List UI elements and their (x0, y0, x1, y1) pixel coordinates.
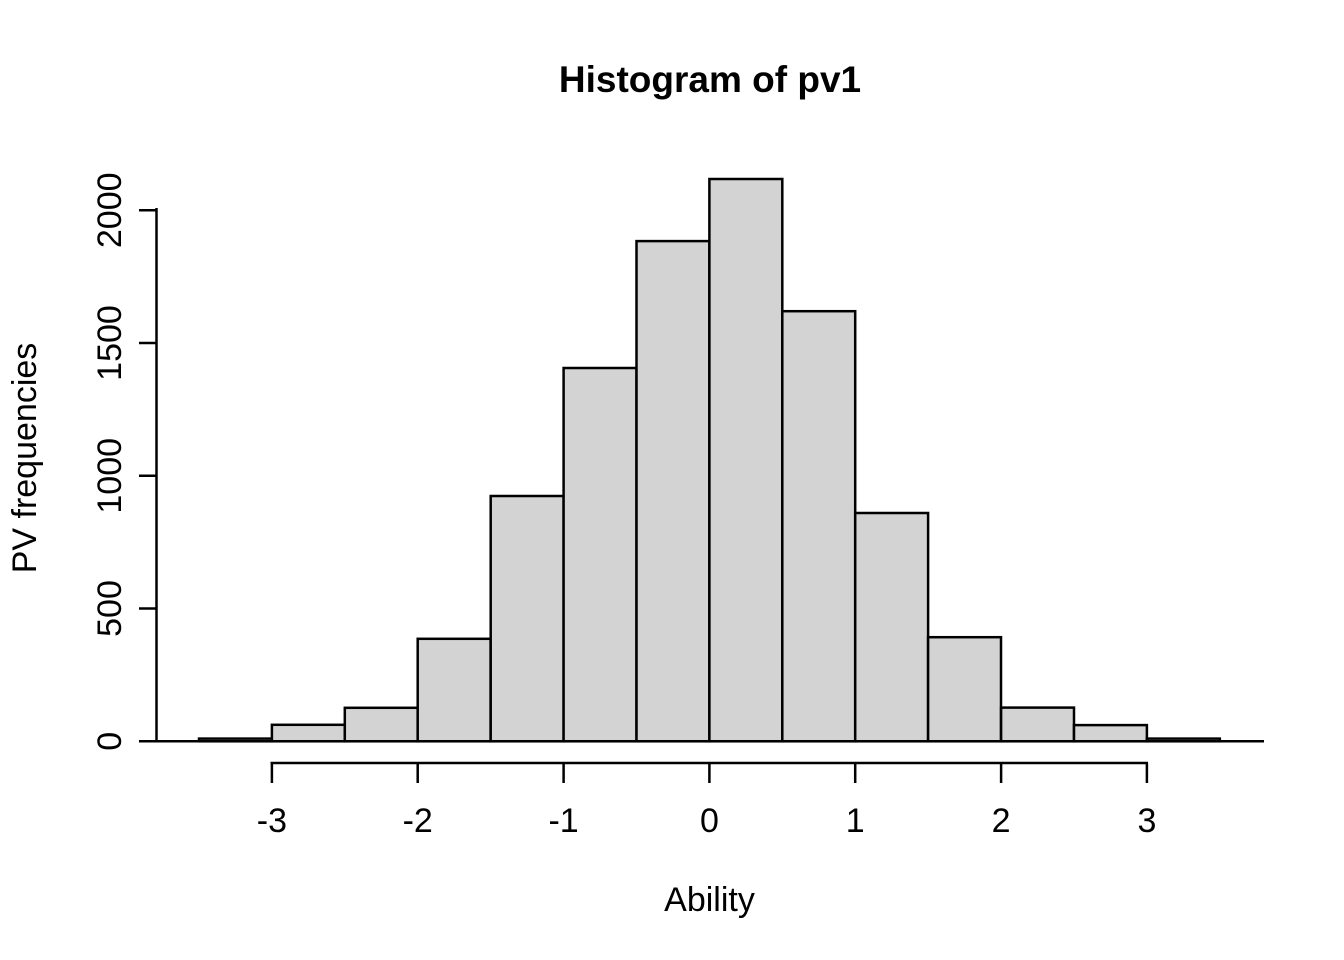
histogram-bar (270, 723, 347, 743)
y-tick-label: 1000 (91, 438, 129, 514)
x-tick-label: -3 (257, 802, 287, 840)
x-tick-label: 3 (1137, 802, 1156, 840)
histogram-bar (635, 239, 711, 743)
histogram-bar (708, 177, 784, 743)
histogram-bar (416, 637, 492, 743)
y-tick-label: 500 (91, 580, 129, 637)
y-tick-label: 0 (91, 732, 129, 751)
x-tick-label: -2 (403, 802, 433, 840)
histogram-bar (489, 494, 565, 743)
histogram-bar (853, 511, 930, 743)
chart-title: Histogram of pv1 (559, 59, 861, 100)
histogram-bar (1072, 723, 1149, 743)
y-tick-label: 2000 (91, 172, 129, 248)
y-ticks-group: 0 500 1000 1500 2000 (91, 172, 157, 751)
histogram-bars-group (197, 177, 1222, 743)
y-tick-label: 1500 (91, 305, 129, 381)
x-tick-label: 0 (700, 802, 719, 840)
x-tick-label: 1 (846, 802, 865, 840)
histogram-bar (562, 366, 638, 743)
y-axis-label: PV frequencies (6, 343, 44, 574)
x-ticks-group: -3 -2 -1 0 1 2 3 (257, 763, 1156, 840)
x-tick-label: 2 (992, 802, 1011, 840)
histogram-bar (926, 635, 1003, 743)
histogram-bar (343, 706, 419, 743)
x-axis-label: Ability (664, 881, 755, 919)
histogram-bar (999, 706, 1076, 743)
x-tick-label: -1 (548, 802, 578, 840)
histogram-bar (781, 309, 857, 743)
